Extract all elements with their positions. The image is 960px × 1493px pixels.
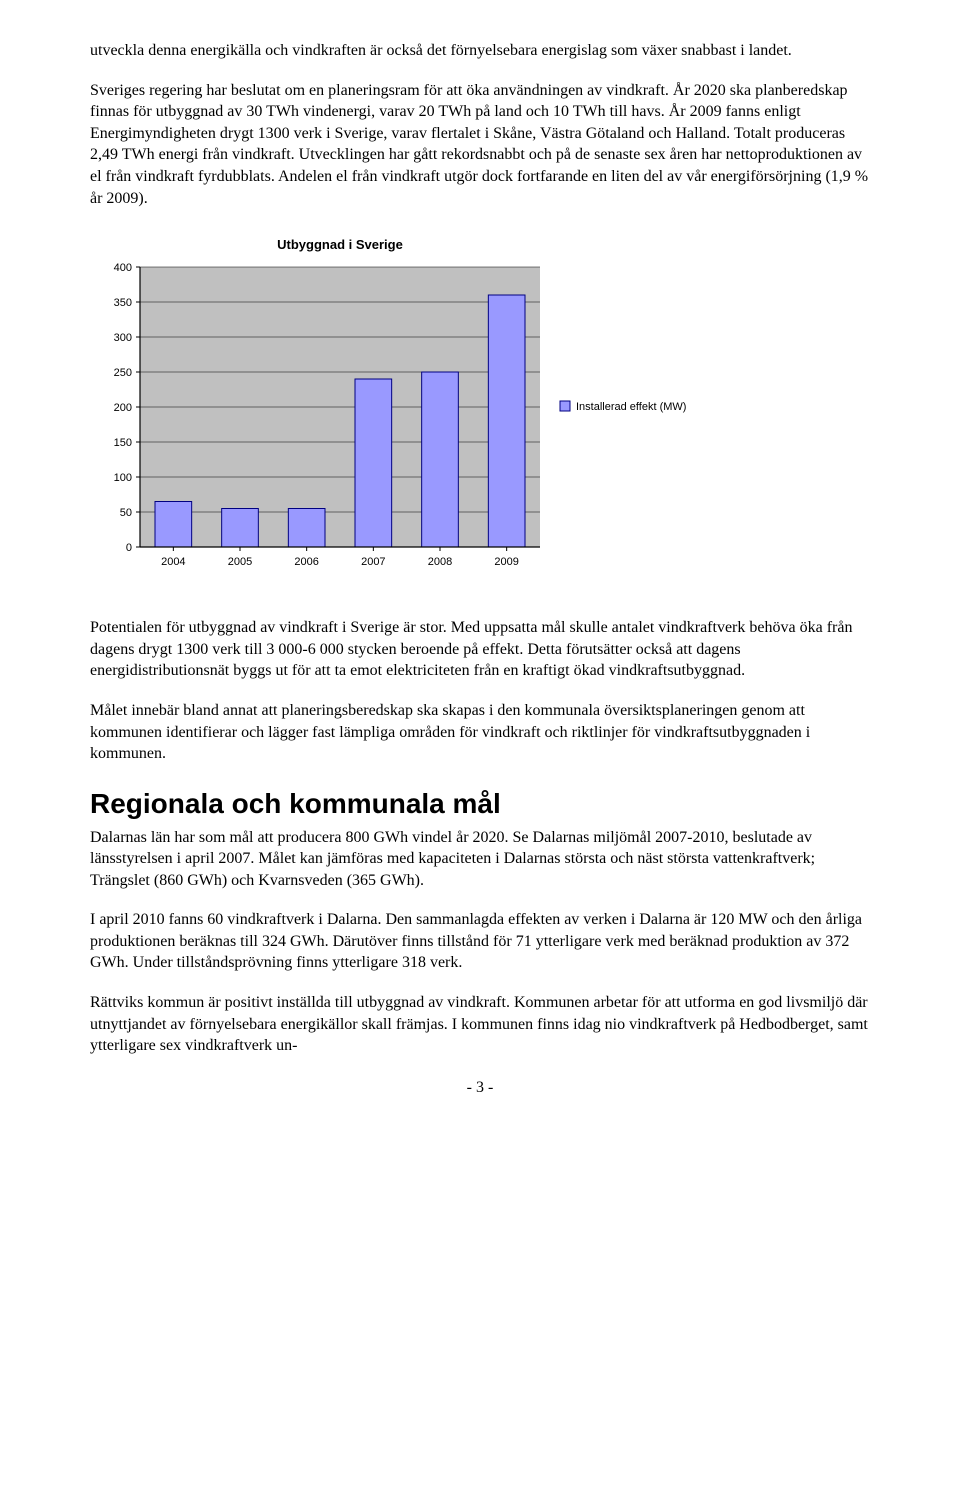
section-title: Regionala och kommunala mål: [90, 785, 870, 823]
paragraph-7: Rättviks kommun är positivt inställda ti…: [90, 992, 870, 1057]
paragraph-6: I april 2010 fanns 60 vindkraftverk i Da…: [90, 909, 870, 974]
svg-text:100: 100: [114, 472, 132, 484]
page-number: - 3 -: [90, 1077, 870, 1099]
paragraph-4: Målet innebär bland annat att planerings…: [90, 700, 870, 765]
svg-text:Utbyggnad i Sverige: Utbyggnad i Sverige: [277, 237, 403, 252]
svg-text:2006: 2006: [294, 556, 318, 568]
svg-text:2008: 2008: [428, 556, 452, 568]
svg-text:250: 250: [114, 367, 132, 379]
svg-text:300: 300: [114, 332, 132, 344]
svg-text:200: 200: [114, 402, 132, 414]
utbyggnad-chart: 0 50 100 150 200 250 300 350 400 2004 2005 2006 2007…: [90, 227, 790, 587]
svg-text:Installerad effekt (MW): Installerad effekt (MW): [576, 401, 686, 413]
svg-text:2009: 2009: [494, 556, 518, 568]
svg-text:0: 0: [126, 542, 132, 554]
svg-text:50: 50: [120, 507, 132, 519]
svg-text:2005: 2005: [228, 556, 252, 568]
paragraph-5: Dalarnas län har som mål att producera 8…: [90, 827, 870, 892]
svg-text:2007: 2007: [361, 556, 385, 568]
paragraph-2: Sveriges regering har beslutat om en pla…: [90, 80, 870, 210]
svg-text:2004: 2004: [161, 556, 185, 568]
svg-text:400: 400: [114, 262, 132, 274]
paragraph-3: Potentialen för utbyggnad av vindkraft i…: [90, 617, 870, 682]
svg-text:350: 350: [114, 297, 132, 309]
paragraph-1: utveckla denna energikälla och vindkraft…: [90, 40, 870, 62]
chart-container: 0 50 100 150 200 250 300 350 400 2004 2005 2006 2007…: [90, 227, 870, 587]
svg-text:150: 150: [114, 437, 132, 449]
